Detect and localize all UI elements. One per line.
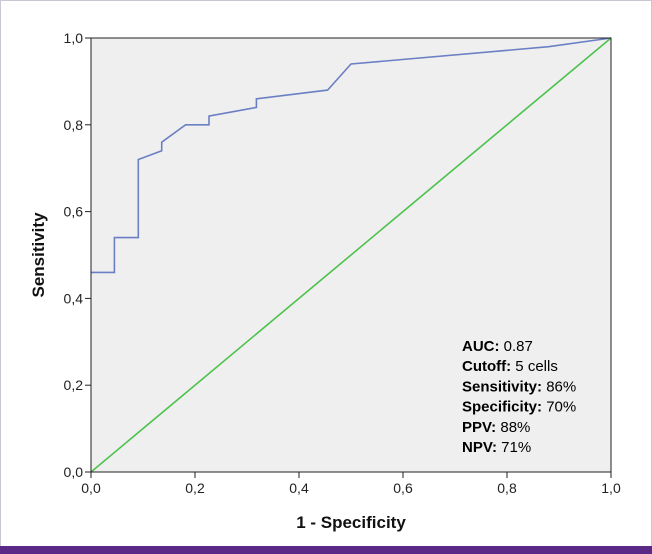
stat-line: Cutoff: 5 cells <box>462 358 558 375</box>
roc-curve-line <box>91 37 612 274</box>
x-axis-title: 1 - Specificity <box>296 513 406 532</box>
plot-border <box>90 37 612 473</box>
stat-key: Specificity: <box>462 399 542 416</box>
stat-value: 0.87 <box>500 338 533 355</box>
stat-line: Sensitivity: 86% <box>462 378 576 395</box>
stat-key: Cutoff: <box>462 358 511 375</box>
stat-line: PPV: 88% <box>462 419 530 436</box>
x-tick-label: 1,0 <box>601 480 621 496</box>
stat-key: AUC: <box>462 338 500 355</box>
y-tick-label: 0,2 <box>64 377 84 393</box>
stat-value: 86% <box>542 378 576 395</box>
bottom-accent-bar <box>0 546 652 554</box>
y-tick-label: 0,4 <box>64 290 84 306</box>
stat-key: Sensitivity: <box>462 378 542 395</box>
stat-value: 70% <box>542 399 576 416</box>
stats-annotation: AUC: 0.87 Cutoff: 5 cells Sensitivity: 86%… <box>462 338 576 456</box>
stat-line: AUC: 0.87 <box>462 338 533 355</box>
series-layer <box>90 37 612 473</box>
x-tick-label: 0,0 <box>81 480 101 496</box>
x-axis-ticks: 0,0 0,2 0,4 0,6 0,8 1,0 <box>81 472 621 496</box>
stat-value: 88% <box>496 419 530 436</box>
y-tick-label: 0,6 <box>64 204 84 220</box>
y-tick-label: 0,0 <box>64 464 84 480</box>
y-axis-ticks: 0,0 0,2 0,4 0,6 0,8 1,0 <box>64 30 91 480</box>
y-tick-label: 1,0 <box>64 30 84 46</box>
x-tick-label: 0,2 <box>185 480 205 496</box>
stat-line: Specificity: 70% <box>462 399 576 416</box>
stat-key: NPV: <box>462 439 497 456</box>
x-tick-label: 0,8 <box>497 480 517 496</box>
stat-value: 5 cells <box>511 358 558 375</box>
y-axis-title: Sensitivity <box>29 212 48 298</box>
x-tick-label: 0,4 <box>289 480 309 496</box>
stat-value: 71% <box>497 439 531 456</box>
reference-diagonal-line <box>90 37 612 473</box>
stat-line: NPV: 71% <box>462 439 531 456</box>
stat-key: PPV: <box>462 419 496 436</box>
x-tick-label: 0,6 <box>393 480 413 496</box>
y-tick-label: 0,8 <box>64 117 84 133</box>
